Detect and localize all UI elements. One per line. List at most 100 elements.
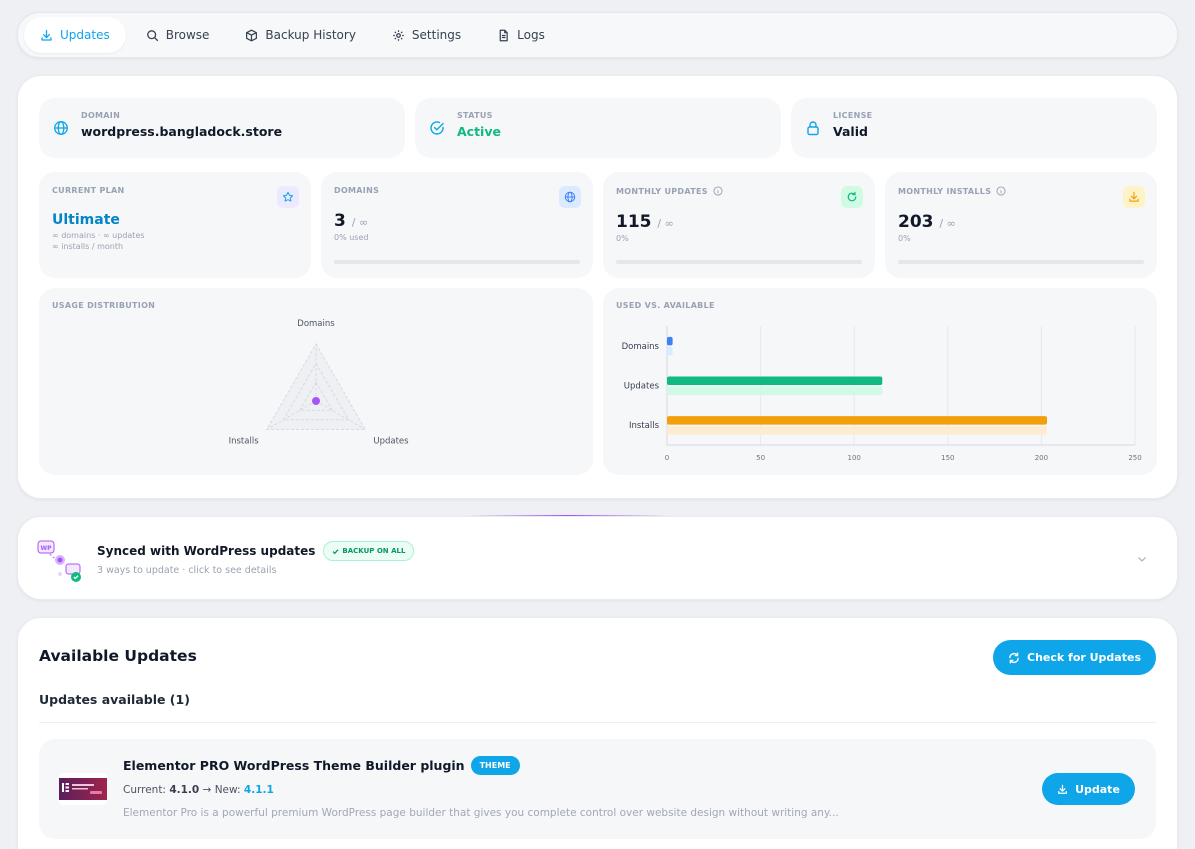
status-value: Active xyxy=(457,124,501,139)
top-nav: Updates Browse Backup History Settings L… xyxy=(17,12,1178,58)
box-icon xyxy=(246,29,258,41)
download-badge xyxy=(1123,186,1145,208)
bar-chart-category-label: Domains xyxy=(622,342,660,352)
status-label: STATUS xyxy=(457,111,493,120)
monthly-installs-sub: 0% xyxy=(898,234,911,243)
used-vs-available-panel: USED VS. AVAILABLE 0 50 100 150 200 250 Domain… xyxy=(603,288,1157,475)
tab-updates[interactable]: Updates xyxy=(24,17,126,53)
radar-axis-label: Updates xyxy=(373,437,409,447)
radar-spoke xyxy=(315,400,366,430)
monthly-installs-tile: MONTHLY INSTALLS 203 / ∞ 0% xyxy=(885,172,1157,278)
plan-line1: ∞ domains · ∞ updates xyxy=(52,231,145,240)
update-item: Elementor PRO WordPress Theme Builder pl… xyxy=(39,739,1156,839)
update-button-label: Update xyxy=(1075,782,1120,796)
tab-logs[interactable]: Logs xyxy=(481,17,561,53)
info-icon[interactable] xyxy=(713,186,723,196)
bar-chart-bar xyxy=(667,346,673,356)
tab-backup-history[interactable]: Backup History xyxy=(229,17,372,53)
check-for-updates-button[interactable]: Check for Updates xyxy=(993,640,1156,675)
domain-value: wordpress.bangladock.store xyxy=(81,124,283,139)
check-for-updates-label: Check for Updates xyxy=(1027,651,1141,664)
star-icon xyxy=(282,191,294,202)
chevron-down-icon[interactable] xyxy=(1137,555,1147,563)
info-icon[interactable] xyxy=(996,186,1006,196)
domain-info: DOMAIN wordpress.bangladock.store xyxy=(39,98,405,158)
bar-chart-category-label: Installs xyxy=(629,421,660,431)
backup-badge: BACKUP ON ALL xyxy=(323,541,415,561)
domains-limit: / ∞ xyxy=(351,216,369,229)
bar-chart-category-label: Updates xyxy=(624,382,660,392)
tab-browse[interactable]: Browse xyxy=(130,17,226,53)
monthly-updates-limit: / ∞ xyxy=(657,217,674,230)
bar-chart-tick-label: 250 xyxy=(1128,454,1141,462)
divider xyxy=(39,722,1156,723)
download-icon xyxy=(1129,191,1139,202)
license-value: Valid xyxy=(833,124,868,139)
domain-label: DOMAIN xyxy=(81,111,121,120)
bar-chart-bar xyxy=(667,426,1048,435)
domains-tile: DOMAINS 3 / ∞ 0% used xyxy=(321,172,593,278)
tab-label: Updates xyxy=(60,28,110,42)
updates-title: Available Updates xyxy=(39,647,197,665)
usedvs-title: USED VS. AVAILABLE xyxy=(616,301,715,310)
tab-label: Backup History xyxy=(265,28,356,42)
plugin-description: Elementor Pro is a powerful premium Word… xyxy=(123,807,839,819)
radar-spoke xyxy=(266,400,317,430)
status-info: STATUS Active xyxy=(415,98,781,158)
refresh-badge xyxy=(841,186,863,208)
monthly-installs-label: MONTHLY INSTALLS xyxy=(898,186,992,196)
current-plan-tile: CURRENT PLAN Ultimate ∞ domains · ∞ upda… xyxy=(39,172,311,278)
monthly-installs-progress xyxy=(898,260,1144,264)
radar-grid-ring xyxy=(282,362,350,421)
svg-text:WP: WP xyxy=(40,545,52,552)
globe-badge xyxy=(559,186,581,208)
radar-grid-ring xyxy=(298,381,334,411)
sync-panel[interactable]: WP Synced with WordPress updates BACKUP … xyxy=(17,516,1178,600)
tab-label: Logs xyxy=(517,28,545,42)
monthly-updates-value: 115 xyxy=(616,212,652,232)
check-circle-icon xyxy=(430,121,444,135)
version-line: Current: 4.1.0 → New: 4.1.1 xyxy=(123,784,274,796)
radar-data-point xyxy=(312,397,320,405)
tab-settings[interactable]: Settings xyxy=(376,17,477,53)
current-prefix: Current: xyxy=(123,784,170,796)
radar-axis-label: Domains xyxy=(297,319,335,329)
document-icon xyxy=(499,29,508,41)
globe-icon xyxy=(54,121,68,135)
radar-axis-label: Installs xyxy=(229,437,260,447)
check-icon xyxy=(333,548,339,554)
domains-progress xyxy=(334,260,580,264)
tab-label: Browse xyxy=(165,28,210,42)
usage-distribution-panel: USAGE DISTRIBUTION Domains Updates Install… xyxy=(39,288,593,475)
new-version: 4.1.1 xyxy=(243,784,274,796)
monthly-updates-tile: MONTHLY UPDATES 115 / ∞ 0% xyxy=(603,172,875,278)
bar-chart: 0 50 100 150 200 250 Domains Updates Installs xyxy=(622,326,1142,462)
elementor-logo-icon xyxy=(59,778,107,800)
globe-icon xyxy=(564,191,576,203)
download-icon xyxy=(1058,784,1067,794)
usage-title: USAGE DISTRIBUTION xyxy=(52,301,156,310)
available-updates-card: Available Updates Check for Updates Upda… xyxy=(17,617,1178,849)
wordpress-sync-icon: WP xyxy=(37,540,81,582)
monthly-installs-limit: / ∞ xyxy=(939,217,956,230)
domains-label: DOMAINS xyxy=(334,186,380,195)
plugin-name: Elementor PRO WordPress Theme Builder pl… xyxy=(123,758,465,773)
sync-title: Synced with WordPress updates xyxy=(97,544,316,558)
download-icon xyxy=(41,29,52,41)
monthly-updates-label: MONTHLY UPDATES xyxy=(616,186,708,196)
tab-label: Settings xyxy=(411,28,462,42)
backup-badge-label: BACKUP ON ALL xyxy=(342,547,406,555)
license-info: LICENSE Valid xyxy=(791,98,1157,158)
bar-chart-bar xyxy=(667,386,883,395)
bar-chart-tick-label: 200 xyxy=(1035,454,1048,462)
bar-chart-tick-label: 150 xyxy=(941,454,954,462)
refresh-icon xyxy=(847,191,857,202)
domains-value: 3 xyxy=(334,211,346,231)
bar-chart-tick-label: 50 xyxy=(756,454,765,462)
license-label: LICENSE xyxy=(833,111,873,120)
bar-chart-tick-label: 0 xyxy=(665,454,669,462)
search-icon xyxy=(146,29,158,41)
bar-chart-bar xyxy=(667,336,673,346)
stats-card: DOMAIN wordpress.bangladock.store STATUS… xyxy=(17,75,1178,499)
update-button[interactable]: Update xyxy=(1042,773,1135,805)
